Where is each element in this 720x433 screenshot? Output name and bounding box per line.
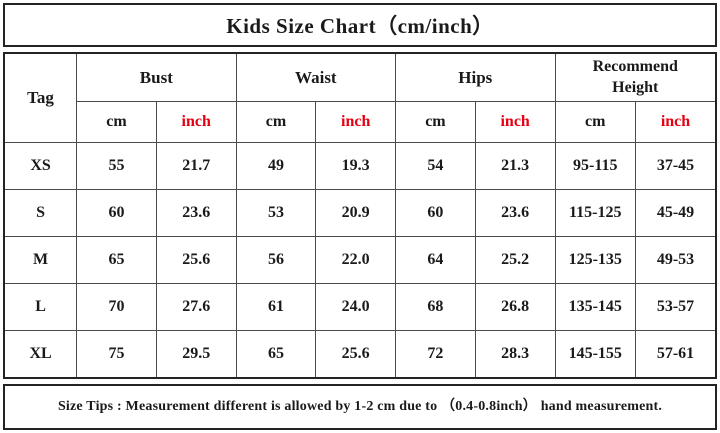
row-tag: XS — [3, 142, 78, 190]
size-value-cell: 24.0 — [315, 283, 397, 331]
col-header-waist: Waist — [235, 52, 397, 102]
size-value-cell: 70 — [76, 283, 157, 331]
size-value-cell: 95-115 — [554, 142, 636, 190]
col-header-hips: Hips — [395, 52, 556, 102]
size-value-cell: 145-155 — [554, 330, 636, 379]
unit-header-cm: cm — [395, 101, 476, 143]
row-tag: XL — [3, 330, 78, 379]
size-value-cell: 55 — [76, 142, 157, 190]
size-value-cell: 25.6 — [315, 330, 397, 379]
unit-header-cm: cm — [76, 101, 157, 143]
row-tag: L — [3, 283, 78, 331]
table-row-m: M 65 25.6 56 22.0 64 25.2 125-135 49-53 — [3, 236, 717, 284]
size-value-cell: 60 — [395, 189, 476, 237]
size-value-cell: 75 — [76, 330, 157, 379]
unit-header-inch: inch — [155, 101, 237, 143]
col-header-recommend-height: Recommend Height — [554, 52, 717, 102]
unit-header-cm: cm — [235, 101, 317, 143]
size-value-cell: 72 — [395, 330, 476, 379]
row-tag: S — [3, 189, 78, 237]
size-value-cell: 115-125 — [554, 189, 636, 237]
col-header-bust: Bust — [76, 52, 237, 102]
table-row-xs: XS 55 21.7 49 19.3 54 21.3 95-115 37-45 — [3, 142, 717, 190]
col-header-tag: Tag — [3, 52, 78, 143]
size-value-cell: 60 — [76, 189, 157, 237]
size-value-cell: 68 — [395, 283, 476, 331]
table-row-xl: XL 75 29.5 65 25.6 72 28.3 145-155 57-61 — [3, 330, 717, 379]
size-table: Tag Bust Waist Hips Recommend Height cm … — [3, 52, 717, 379]
table-row-l: L 70 27.6 61 24.0 68 26.8 135-145 53-57 — [3, 283, 717, 331]
table-group-header-row: Tag Bust Waist Hips Recommend Height — [3, 52, 717, 143]
size-value-cell: 56 — [235, 236, 317, 284]
size-value-cell: 135-145 — [554, 283, 636, 331]
size-value-cell: 23.6 — [155, 189, 237, 237]
size-value-cell: 64 — [395, 236, 476, 284]
size-value-cell: 61 — [235, 283, 317, 331]
size-value-cell: 21.7 — [155, 142, 237, 190]
table-unit-header-row: cm inch cm inch cm inch cm inch — [4, 101, 717, 143]
size-value-cell: 53-57 — [634, 283, 717, 331]
unit-header-cm: cm — [554, 101, 636, 143]
size-value-cell: 65 — [76, 236, 157, 284]
size-value-cell: 45-49 — [634, 189, 717, 237]
size-value-cell: 21.3 — [474, 142, 556, 190]
size-value-cell: 23.6 — [474, 189, 556, 237]
unit-header-inch: inch — [634, 101, 717, 143]
size-value-cell: 28.3 — [474, 330, 556, 379]
size-value-cell: 25.2 — [474, 236, 556, 284]
size-tips-box: Size Tips : Measurement different is all… — [3, 384, 717, 430]
size-tips-text: Size Tips : Measurement different is all… — [57, 399, 663, 414]
size-value-cell: 125-135 — [554, 236, 636, 284]
size-value-cell: 49-53 — [634, 236, 717, 284]
size-value-cell: 65 — [235, 330, 317, 379]
size-value-cell: 29.5 — [155, 330, 237, 379]
unit-header-inch: inch — [315, 101, 397, 143]
size-value-cell: 26.8 — [474, 283, 556, 331]
size-value-cell: 20.9 — [315, 189, 397, 237]
page-title: Kids Size Chart（cm/inch） — [226, 14, 494, 38]
unit-header-inch: inch — [474, 101, 556, 143]
size-value-cell: 22.0 — [315, 236, 397, 284]
table-row-s: S 60 23.6 53 20.9 60 23.6 115-125 45-49 — [3, 189, 717, 237]
size-value-cell: 25.6 — [155, 236, 237, 284]
size-value-cell: 54 — [395, 142, 476, 190]
chart-title-box: Kids Size Chart（cm/inch） — [3, 3, 717, 47]
size-value-cell: 49 — [235, 142, 317, 190]
row-tag: M — [3, 236, 78, 284]
size-value-cell: 27.6 — [155, 283, 237, 331]
size-value-cell: 37-45 — [634, 142, 717, 190]
size-value-cell: 53 — [235, 189, 317, 237]
size-value-cell: 57-61 — [634, 330, 717, 379]
size-value-cell: 19.3 — [315, 142, 397, 190]
